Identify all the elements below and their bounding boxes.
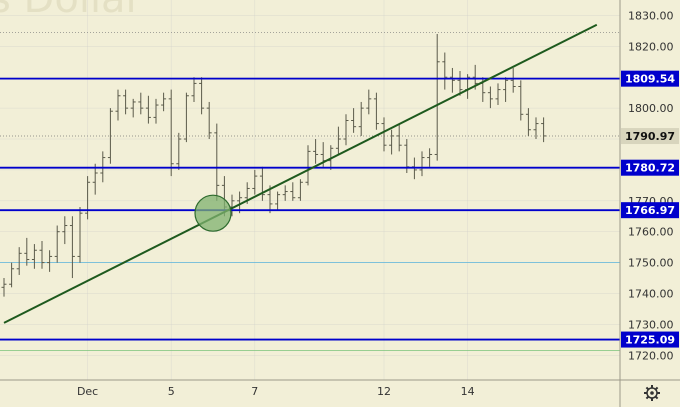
highlight-circle[interactable]	[194, 194, 232, 232]
highlight-circle-layer[interactable]	[194, 194, 232, 232]
current-price-badge-bg	[621, 128, 679, 145]
current-price-badge-label: 1790.97	[625, 130, 675, 143]
y-tick-label-1720: 1720.00	[628, 349, 674, 362]
y-tick-label-1830: 1830.00	[628, 9, 674, 22]
price-badge-1809.54-bg	[621, 70, 679, 87]
y-tick-label-1730: 1730.00	[628, 318, 674, 331]
gear-icon	[644, 385, 660, 401]
x-tick-label-Dec: Dec	[77, 385, 98, 398]
plot-background	[0, 0, 620, 380]
price-badge-1725.09-bg	[621, 331, 679, 348]
y-tick-label-1750: 1750.00	[628, 257, 674, 270]
price-badge-1766.97-label: 1766.97	[625, 204, 675, 217]
y-tick-label-1740: 1740.00	[628, 287, 674, 300]
y-tick-label-1760: 1760.00	[628, 226, 674, 239]
trendline[interactable]	[3, 23, 598, 324]
x-tick-label-5: 5	[168, 385, 175, 398]
price-badge-1766.97-bg	[621, 202, 679, 219]
x-axis-ticks: Dec 5 7 12 14	[77, 385, 475, 398]
price-badge-1809.54-label: 1809.54	[625, 73, 675, 86]
thin-price-levels	[0, 262, 620, 352]
price-badge-1780.72-label: 1780.72	[625, 162, 675, 175]
price-badge-1725.09-label: 1725.09	[625, 334, 675, 347]
y-tick-label-1800: 1800.00	[628, 102, 674, 115]
settings-button[interactable]	[644, 385, 660, 401]
price-badges: 1809.54 1780.72 1766.97 1725.09 1790.97	[621, 70, 679, 348]
x-tick-label-14: 14	[461, 385, 475, 398]
x-tick-label-12: 12	[377, 385, 391, 398]
x-tick-label-7: 7	[251, 385, 258, 398]
dotted-levels	[0, 32, 620, 137]
trendline-layer[interactable]	[3, 23, 598, 324]
candles	[1, 33, 547, 297]
watermark: s Dollar	[0, 0, 143, 22]
price-badge-1780.72-bg	[621, 159, 679, 176]
y-axis-panel[interactable]	[620, 0, 680, 380]
y-tick-label-1820: 1820.00	[628, 40, 674, 53]
price-levels[interactable]	[0, 77, 620, 341]
